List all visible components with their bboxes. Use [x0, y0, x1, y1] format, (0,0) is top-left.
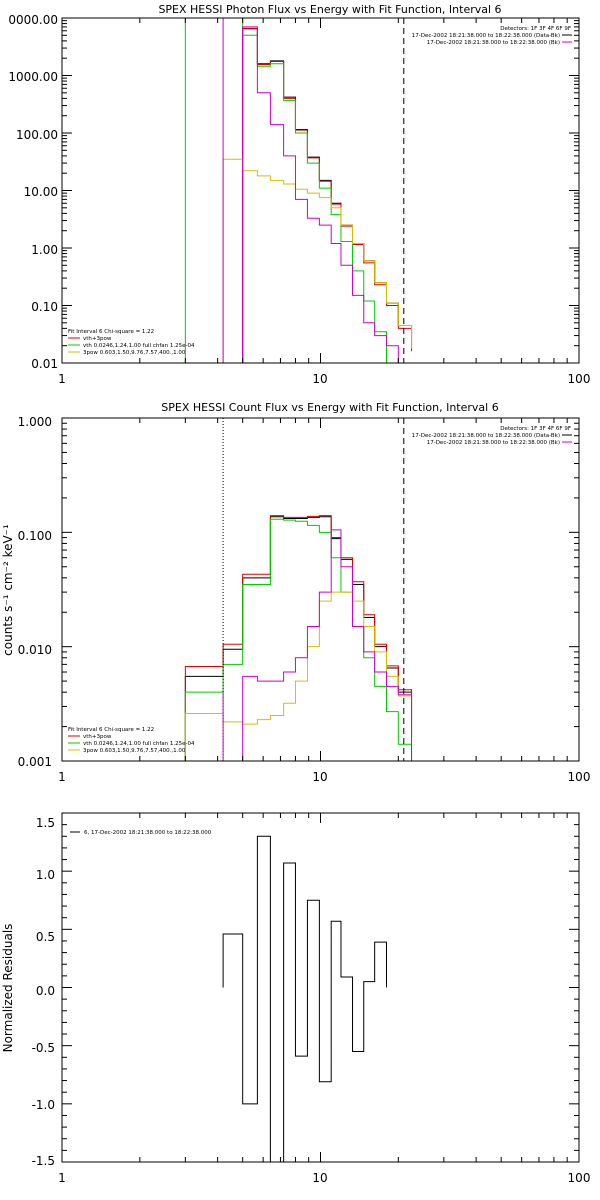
count-flux-fit-label: vth+3pow	[83, 734, 112, 740]
residuals-x-tick-1: 1	[58, 1171, 66, 1185]
residuals-x-tick-100: 100	[568, 1171, 591, 1185]
photon-flux-x-tick-10: 10	[312, 372, 327, 386]
series-data-bk	[184, 516, 413, 761]
residuals-y-tick-minus-1.5: -1.5	[32, 1154, 55, 1168]
count-flux-x-ticks	[61, 418, 568, 761]
series-vth-3pow	[242, 27, 413, 363]
count-flux-y-tick-0.001: 0.001	[18, 755, 52, 769]
count-flux-vlines	[222, 418, 405, 761]
photon-flux-3pow-label: 3pow 0.603,1.50,9.76,7.57,400.,1.00	[83, 350, 186, 356]
count-flux-detectors-label: Detectors: 1F 3F 4F 6F 9F	[500, 426, 571, 432]
count-flux-plot-frame	[61, 417, 580, 762]
photon-flux-x-tick-1: 1	[58, 372, 66, 386]
residuals-legend: 6, 17-Dec-2002 18:21:38.000 to 18:22:38.…	[70, 830, 212, 836]
series-3pow	[184, 591, 413, 761]
photon-flux-y-ticks	[62, 20, 579, 364]
count-flux-x-tick-100: 100	[568, 770, 591, 784]
photon-flux-y-tick-1: 1.00	[31, 243, 58, 257]
photon-flux-y-tick-1000: 1000.00	[8, 70, 58, 84]
residuals-y-tick-0.0: 0.0	[36, 984, 55, 998]
residuals-series	[222, 835, 387, 1163]
residuals-y-ticks	[62, 812, 579, 1163]
photon-flux-plot-frame	[61, 17, 580, 364]
residuals-y-tick-1.0: 1.0	[36, 868, 55, 882]
photon-flux-vth-label: vth 0.0246,1.24,1.00 full chfan 1.25e-04	[83, 343, 195, 349]
photon-flux-panel: SPEX HESSI Photon Flux vs Energy with Fi…	[8, 3, 590, 386]
series-vth	[184, 518, 413, 761]
residuals-y-tick-minus-1.0: -1.0	[32, 1098, 55, 1112]
count-flux-y-tick-0.1: 0.100	[18, 529, 52, 543]
photon-flux-data-bk-interval-label: 17-Dec-2002 18:21:38.000 to 18:22:38.000…	[412, 33, 560, 39]
count-flux-x-tick-10: 10	[312, 770, 327, 784]
photon-flux-fit-label: vth+3pow	[83, 336, 112, 342]
count-flux-panel: SPEX HESSI Count Flux vs Energy with Fit…	[1, 401, 590, 784]
photon-flux-vlines	[222, 18, 405, 363]
series-residuals	[222, 835, 387, 1163]
count-flux-series	[184, 515, 413, 761]
count-flux-y-tick-0.01: 0.010	[18, 643, 52, 657]
series-bk	[242, 26, 412, 364]
photon-flux-series	[184, 17, 413, 364]
photon-flux-y-tick-0.01: 0.01	[31, 357, 58, 371]
photon-flux-title: SPEX HESSI Photon Flux vs Energy with Fi…	[158, 3, 501, 16]
photon-flux-y-tick-10: 10.00	[24, 185, 58, 199]
count-flux-data-bk-interval-label: 17-Dec-2002 18:21:38.000 to 18:22:38.000…	[412, 433, 560, 439]
residuals-legend-label: 6, 17-Dec-2002 18:21:38.000 to 18:22:38.…	[84, 830, 212, 836]
photon-flux-x-tick-100: 100	[568, 372, 591, 386]
series-vth	[184, 17, 412, 364]
photon-flux-detectors-label: Detectors: 1F 3F 4F 6F 9F	[500, 26, 571, 32]
residuals-x-ticks	[61, 813, 568, 1162]
photon-flux-fit-interval-label: Fit Interval 6 Chi-square = 1.22	[68, 329, 154, 335]
series-vth-3pow	[184, 515, 413, 761]
count-flux-y-ticks	[62, 422, 579, 762]
photon-flux-y-tick-10000: 0000.00	[8, 13, 58, 27]
count-flux-legend-bottom-left: Fit Interval 6 Chi-square = 1.22 vth+3po…	[68, 727, 195, 754]
photon-flux-x-ticks	[61, 18, 568, 363]
photon-flux-legend-top-right: Detectors: 1F 3F 4F 6F 9F 17-Dec-2002 18…	[412, 26, 572, 46]
count-flux-bk-interval-label: 17-Dec-2002 18:21:38.000 to 18:22:38.000…	[427, 440, 560, 446]
count-flux-title: SPEX HESSI Count Flux vs Energy with Fit…	[161, 401, 498, 414]
residuals-y-tick-0.5: 0.5	[36, 930, 55, 944]
count-flux-3pow-label: 3pow 0.603,1.50,9.76,7.57,400.,1.00	[83, 748, 186, 754]
photon-flux-bk-interval-label: 17-Dec-2002 18:21:38.000 to 18:22:38.000…	[427, 40, 560, 46]
residuals-y-tick-minus-0.5: -0.5	[32, 1041, 55, 1055]
count-flux-legend-top-right: Detectors: 1F 3F 4F 6F 9F 17-Dec-2002 18…	[412, 426, 572, 446]
count-flux-y-axis-label: counts s⁻¹ cm⁻² keV⁻¹	[1, 524, 15, 656]
count-flux-x-tick-1: 1	[58, 770, 66, 784]
residuals-y-tick-1.5: 1.5	[36, 816, 55, 830]
photon-flux-legend-bottom-left: Fit Interval 6 Chi-square = 1.22 vth+3po…	[68, 329, 195, 356]
count-flux-y-tick-1: 1.000	[18, 415, 52, 429]
photon-flux-y-tick-100: 100.00	[16, 128, 58, 142]
series-bk	[242, 529, 413, 761]
residuals-panel: 1 10 100 1.5 1.0 0.5 0.0 -0.5 -1.0 -1.5 …	[1, 812, 591, 1185]
series-data-bk	[242, 28, 413, 363]
residuals-x-tick-10: 10	[312, 1171, 327, 1185]
count-flux-fit-interval-label: Fit Interval 6 Chi-square = 1.22	[68, 727, 154, 733]
residuals-y-axis-label: Normalized Residuals	[1, 924, 15, 1053]
residuals-plot-frame	[61, 812, 580, 1163]
series-3pow	[222, 158, 413, 363]
count-flux-vth-label: vth 0.0246,1.24,1.00 full chfan 1.25e-04	[83, 741, 195, 747]
photon-flux-y-tick-0.1: 0.10	[31, 300, 58, 314]
